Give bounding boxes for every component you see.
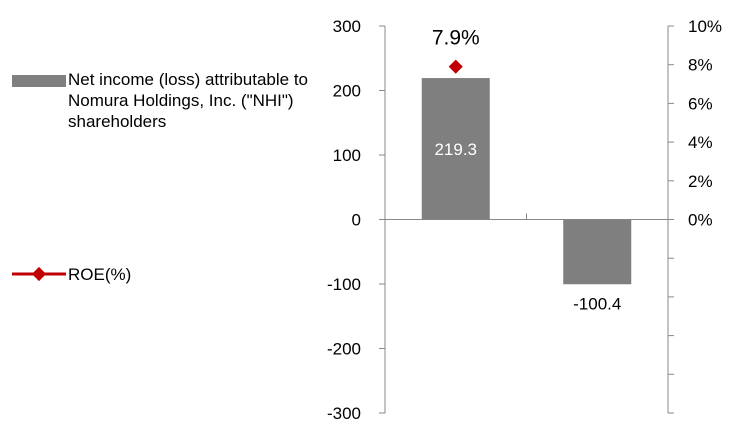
left-tick-label: -300 — [327, 404, 361, 421]
legend-bar-label: Net income (loss) attributable to Nomura… — [68, 70, 308, 131]
right-tick-label: 2% — [688, 172, 713, 191]
right-tick-label: 8% — [688, 56, 713, 75]
bars — [421, 78, 632, 285]
legend-roe-marker — [31, 266, 47, 282]
left-tick-label: 200 — [333, 82, 361, 101]
roe-markers — [448, 59, 463, 74]
left-tick-label: 100 — [333, 146, 361, 165]
legend-bar-swatch-rect — [12, 75, 66, 87]
roe-marker — [448, 59, 463, 74]
roe-value-label: 7.9% — [432, 27, 480, 50]
right-tick-label: 0% — [688, 211, 713, 230]
right-tick-label: 10% — [688, 17, 722, 36]
left-tick-label: -200 — [327, 340, 361, 359]
bar-net-income — [563, 219, 632, 285]
bar-value-label: -100.4 — [573, 294, 621, 313]
data-labels: 219.3 -100.4 7.9% — [432, 27, 622, 314]
left-tick-label: -100 — [327, 275, 361, 294]
axes: 300 200 100 0 -100 -200 -300 10% 8% 6% 4% 2% 0% — [327, 17, 722, 421]
legend-roe-label: ROE(%) — [68, 265, 132, 284]
right-tick-label: 6% — [688, 94, 713, 113]
left-tick-label: 0 — [352, 211, 361, 230]
right-tick-label: 4% — [688, 133, 713, 152]
bar-value-label: 219.3 — [434, 140, 477, 159]
left-tick-label: 300 — [333, 17, 361, 36]
legend-roe-swatch — [12, 266, 66, 282]
legend-bar-swatch — [12, 75, 66, 87]
bar-net-income — [421, 78, 490, 220]
